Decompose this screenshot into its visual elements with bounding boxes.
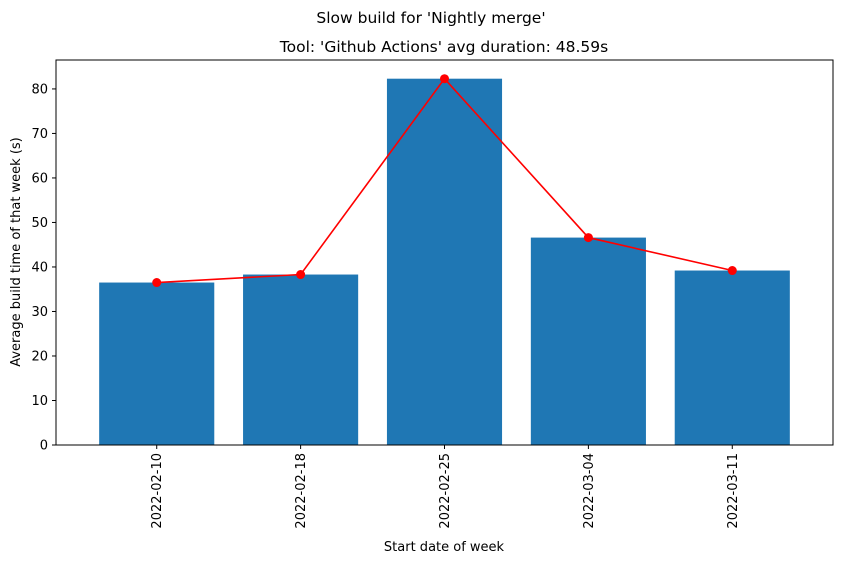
line-series (152, 74, 737, 288)
x-tick-label-2022-03-11: 2022-03-11 (726, 453, 741, 529)
bar-2022-03-04 (530, 237, 646, 445)
x-axis: 2022-02-10 2022-02-18 2022-02-25 2022-03-04… (150, 445, 741, 529)
x-tick-label-2022-02-10: 2022-02-10 (150, 453, 165, 529)
x-tick-label-2022-03-04: 2022-03-04 (582, 453, 597, 529)
line-marker-2022-03-04 (583, 233, 593, 243)
y-tick-label-80: 80 (31, 82, 48, 97)
y-tick-label-40: 40 (31, 260, 48, 275)
chart-title: Tool: 'Github Actions' avg duration: 48.… (279, 38, 608, 56)
line-marker-2022-03-11 (727, 266, 737, 276)
y-tick-label-20: 20 (31, 349, 48, 364)
bar-2022-03-11 (674, 270, 790, 445)
y-axis: 0 10 20 30 40 50 60 70 80 (31, 82, 56, 454)
y-tick-label-60: 60 (31, 171, 48, 186)
y-tick-label-30: 30 (31, 305, 48, 320)
y-tick-label-70: 70 (31, 127, 48, 142)
bar-2022-02-10 (99, 282, 215, 445)
y-axis-label: Average build time of that week (s) (9, 137, 24, 367)
chart-suptitle: Slow build for 'Nightly merge' (316, 9, 545, 27)
x-tick-label-2022-02-18: 2022-02-18 (294, 453, 309, 529)
y-tick-label-50: 50 (31, 216, 48, 231)
line-marker-2022-02-18 (296, 270, 306, 280)
bar-2022-02-18 (243, 274, 359, 445)
y-tick-label-0: 0 (40, 439, 48, 454)
x-tick-label-2022-02-25: 2022-02-25 (438, 453, 453, 529)
line-marker-2022-02-25 (440, 74, 449, 84)
y-tick-label-10: 10 (31, 394, 48, 409)
x-axis-label: Start date of week (384, 540, 505, 555)
line-marker-2022-02-10 (152, 278, 162, 288)
bar-2022-02-25 (386, 78, 503, 446)
bar-series (99, 78, 790, 446)
